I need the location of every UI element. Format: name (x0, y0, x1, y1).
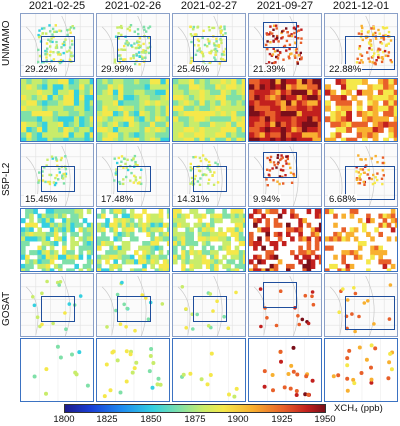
s5p-l2-inset-box-1 (41, 166, 75, 192)
colorbar-label: XCH₄ (ppb) (334, 403, 383, 414)
unmamo-zoom-1 (20, 78, 94, 142)
gosat-inset-box-1 (41, 296, 75, 322)
gosat-map-2 (96, 273, 170, 337)
unmamo-zoom-4 (248, 78, 322, 142)
gosat-map-4 (248, 273, 322, 337)
s5p-l2-zoom-2 (96, 208, 170, 272)
xch4-colorbar (64, 404, 326, 413)
unmamo-map-3: 25.45% (172, 13, 246, 77)
s5p-l2-zoom-5 (324, 208, 398, 272)
date-header-2: 2021-02-26 (104, 0, 162, 12)
unmamo-percent-2: 29.99% (100, 64, 135, 75)
unmamo-inset-box-2 (117, 36, 151, 62)
unmamo-inset-box-3 (193, 36, 227, 62)
row-label-s5p-l2: S5P-L2 (1, 162, 12, 196)
s5p-l2-map-4: 9.94% (248, 143, 322, 207)
date-header-5: 2021-12-01 (332, 0, 390, 12)
s5p-l2-percent-2: 17.48% (100, 194, 135, 205)
unmamo-inset-box-4 (263, 22, 297, 48)
unmamo-percent-5: 22.88% (328, 64, 363, 75)
colorbar-tick-1950: 1950 (314, 414, 336, 425)
gosat-inset-box-4 (263, 282, 297, 308)
colorbar-tick-1875: 1875 (184, 414, 206, 425)
row-label-unmamo: UNMAMO (1, 20, 12, 66)
s5p-l2-inset-box-5 (345, 166, 395, 200)
s5p-l2-inset-box-3 (193, 166, 227, 192)
gosat-zoom-2 (96, 338, 170, 402)
unmamo-zoom-2 (96, 78, 170, 142)
colorbar-tick-1900: 1900 (227, 414, 249, 425)
unmamo-map-4: 21.39% (248, 13, 322, 77)
unmamo-percent-4: 21.39% (252, 64, 287, 75)
unmamo-zoom-3 (172, 78, 246, 142)
s5p-l2-map-5: 6.68% (324, 143, 398, 207)
s5p-l2-map-2: 17.48% (96, 143, 170, 207)
gosat-zoom-4 (248, 338, 322, 402)
gosat-inset-box-3 (193, 296, 227, 322)
colorbar-tick-1825: 1825 (96, 414, 118, 425)
unmamo-percent-1: 29.22% (24, 64, 59, 75)
s5p-l2-map-1: 15.45% (20, 143, 94, 207)
date-header-3: 2021-02-27 (180, 0, 238, 12)
unmamo-map-5: 22.88% (324, 13, 398, 77)
gosat-map-1 (20, 273, 94, 337)
s5p-l2-percent-3: 14.31% (176, 194, 211, 205)
colorbar-tick-1925: 1925 (271, 414, 293, 425)
s5p-l2-percent-1: 15.45% (24, 194, 59, 205)
unmamo-map-2: 29.99% (96, 13, 170, 77)
gosat-zoom-3 (172, 338, 246, 402)
gosat-map-3 (172, 273, 246, 337)
gosat-map-5 (324, 273, 398, 337)
colorbar-tick-1800: 1800 (53, 414, 75, 425)
gosat-zoom-5 (324, 338, 398, 402)
unmamo-percent-3: 25.45% (176, 64, 211, 75)
gosat-zoom-1 (20, 338, 94, 402)
s5p-l2-zoom-1 (20, 208, 94, 272)
unmamo-inset-box-1 (41, 36, 75, 62)
s5p-l2-inset-box-4 (263, 152, 297, 178)
gosat-inset-box-5 (345, 296, 395, 330)
s5p-l2-zoom-3 (172, 208, 246, 272)
unmamo-zoom-5 (324, 78, 398, 142)
s5p-l2-percent-5: 6.68% (328, 194, 357, 205)
s5p-l2-inset-box-2 (117, 166, 151, 192)
colorbar-tick-1850: 1850 (140, 414, 162, 425)
s5p-l2-percent-4: 9.94% (252, 194, 281, 205)
unmamo-map-1: 29.22% (20, 13, 94, 77)
row-label-gosat: GOSAT (1, 291, 12, 326)
date-header-1: 2021-02-25 (28, 0, 86, 12)
date-header-4: 2021-09-27 (256, 0, 314, 12)
s5p-l2-map-3: 14.31% (172, 143, 246, 207)
s5p-l2-zoom-4 (248, 208, 322, 272)
gosat-inset-box-2 (117, 296, 151, 322)
unmamo-inset-box-5 (345, 36, 395, 70)
